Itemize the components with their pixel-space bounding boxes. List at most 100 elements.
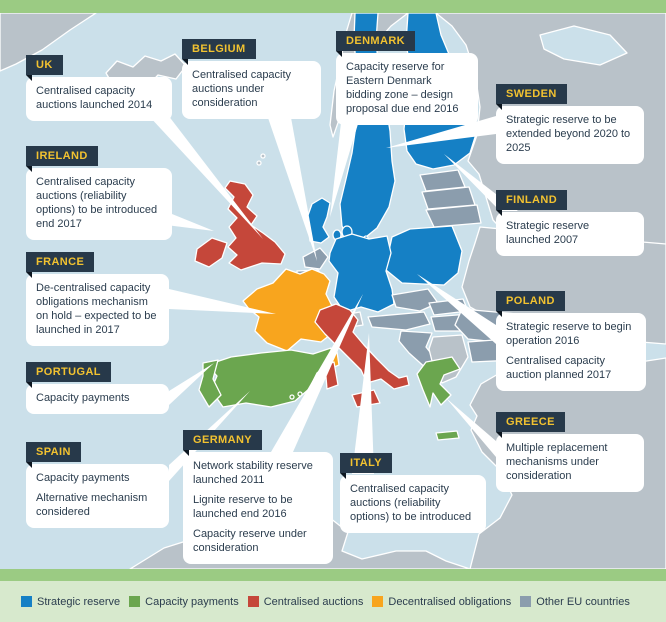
callout-pointer-greece [446,398,496,457]
country-tag-label: DENMARK [346,35,406,47]
tag-fold [26,272,32,279]
country-tag-greece: GREECE [496,412,565,439]
callout-box-spain: Capacity payments Alternative mechanism c… [26,464,169,528]
callout-box-ireland: Centralised capacity auctions (reliabili… [26,168,172,240]
country-tag-label: FINLAND [506,194,558,206]
legend-label: Strategic reserve [37,595,121,608]
country-tag-ireland: IRELAND [26,146,98,173]
callout-box-sweden: Strategic reserve to be extended beyond … [496,106,644,164]
callout-text: Strategic reserve launched 2007 [506,220,590,247]
country-tag-label: SWEDEN [506,88,557,100]
callout-france: FRANCE De-centralised capacity obligation… [26,252,169,346]
country-tag-italy: ITALY [340,453,392,480]
callout-text: Centralised capacity auctions under cons… [192,69,292,110]
callout-text: Strategic reserve to begin operation 201… [506,321,632,348]
country-tag-label: UK [36,59,53,71]
callout-sweden: SWEDEN Strategic reserve to be extended b… [496,84,644,164]
callout-text: Multiple replacement mechanisms under co… [506,442,608,483]
legend-item-strategic_reserve: Strategic reserve [21,596,120,608]
tag-fold [183,450,189,457]
callout-pointer-denmark [330,114,361,217]
callout-text: Centralised capacity auctions (reliabili… [36,176,158,230]
legend-item-other_eu: Other EU countries [520,596,630,608]
callout-uk: UK Centralised capacity auctions launched… [26,55,172,122]
tag-fold [26,75,32,82]
callout-box-poland: Strategic reserve to begin operation 201… [496,313,646,391]
callout-box-france: De-centralised capacity obligations mech… [26,274,169,346]
callout-text: Centralised capacity auction planned 201… [506,355,612,381]
callout-germany: GERMANY Network stability reserve launche… [183,430,333,564]
map-island-crete [435,430,460,441]
callout-text: Centralised capacity auctions launched 2… [36,85,153,112]
country-tag-poland: POLAND [496,291,565,318]
map-country-greece [416,356,461,408]
callout-greece: GREECE Multiple replacement mechanisms un… [496,412,644,492]
map-island-shetland [260,153,266,159]
map-island-balearics [297,391,303,397]
callouts-layer: UK Centralised capacity auctions launched… [26,31,646,564]
callout-pointer-germany [271,294,363,452]
callout-text: Capacity reserve for Eastern Denmark bid… [346,61,459,115]
legend-item-capacity_payments: Capacity payments [129,596,239,608]
callout-text: Capacity payments [36,392,130,405]
country-tag-france: FRANCE [26,252,95,279]
country-tag-label: BELGIUM [192,43,246,55]
callout-poland: POLAND Strategic reserve to begin operati… [496,291,646,391]
map-island-shetland [256,160,262,166]
country-tag-portugal: PORTUGAL [26,362,111,389]
callout-box-uk: Centralised capacity auctions launched 2… [26,77,172,122]
callout-italy: ITALY Centralised capacity auctions (reli… [340,453,486,533]
callout-pointer-portugal [169,363,214,405]
country-tag-label: GERMANY [193,434,253,446]
callout-box-finland: Strategic reserve launched 2007 [496,212,644,257]
map-country-ireland [194,237,228,268]
tag-fold [496,432,502,439]
callout-box-belgium: Centralised capacity auctions under cons… [182,61,321,119]
callout-box-germany: Network stability reserve launched 2011 L… [183,452,333,564]
map-country-czech-republic [391,288,439,312]
tag-fold [496,210,502,217]
country-tag-label: ITALY [350,457,382,469]
tag-fold [336,51,342,58]
map-country-uk [224,180,286,271]
legend-label: Centralised auctions [263,595,364,608]
map-country-greenland [0,13,97,72]
map-country-lithuania [425,204,482,228]
country-tag-label: FRANCE [36,256,85,268]
map-country-netherlands [302,247,329,270]
tag-fold [182,59,188,66]
legend-label: Decentralised obligations [388,595,512,608]
callout-text: Centralised capacity auctions (reliabili… [350,483,472,524]
country-tag-uk: UK [26,55,63,82]
legend-divider-bar [0,569,666,581]
country-tag-label: GREECE [506,416,555,428]
tag-fold [26,166,32,173]
country-tag-denmark: DENMARK [336,31,416,58]
callout-box-italy: Centralised capacity auctions (reliabili… [340,475,486,533]
callout-pointer-italy [352,333,374,474]
legend-swatch-strategic_reserve [21,596,32,607]
callout-box-denmark: Capacity reserve for Eastern Denmark bid… [336,53,478,125]
country-tag-label: SPAIN [36,446,71,458]
country-tag-label: PORTUGAL [36,366,101,378]
callout-ireland: IRELAND Centralised capacity auctions (re… [26,146,172,240]
tag-fold [496,104,502,111]
callout-pointer-uk [136,102,263,239]
tag-fold [26,382,32,389]
country-tag-sweden: SWEDEN [496,84,567,111]
legend-label: Capacity payments [145,595,239,608]
legend-item-centralised_auctions: Centralised auctions [247,595,364,608]
callout-text: Network stability reserve launched 2011 [193,460,313,487]
callout-pointer-poland [417,274,496,344]
country-tag-finland: FINLAND [496,190,568,217]
legend-swatch-centralised_auctions [247,596,259,607]
tag-fold [496,311,502,318]
legend-swatch-capacity_payments [129,596,141,607]
white-sea [539,25,628,66]
legend-label: Other EU countries [536,595,630,608]
callout-pointer-ireland [158,214,214,231]
country-tag-germany: GERMANY [183,430,263,457]
country-tag-spain: SPAIN [26,442,81,469]
callout-text: Alternative mechanism considered [36,492,148,519]
